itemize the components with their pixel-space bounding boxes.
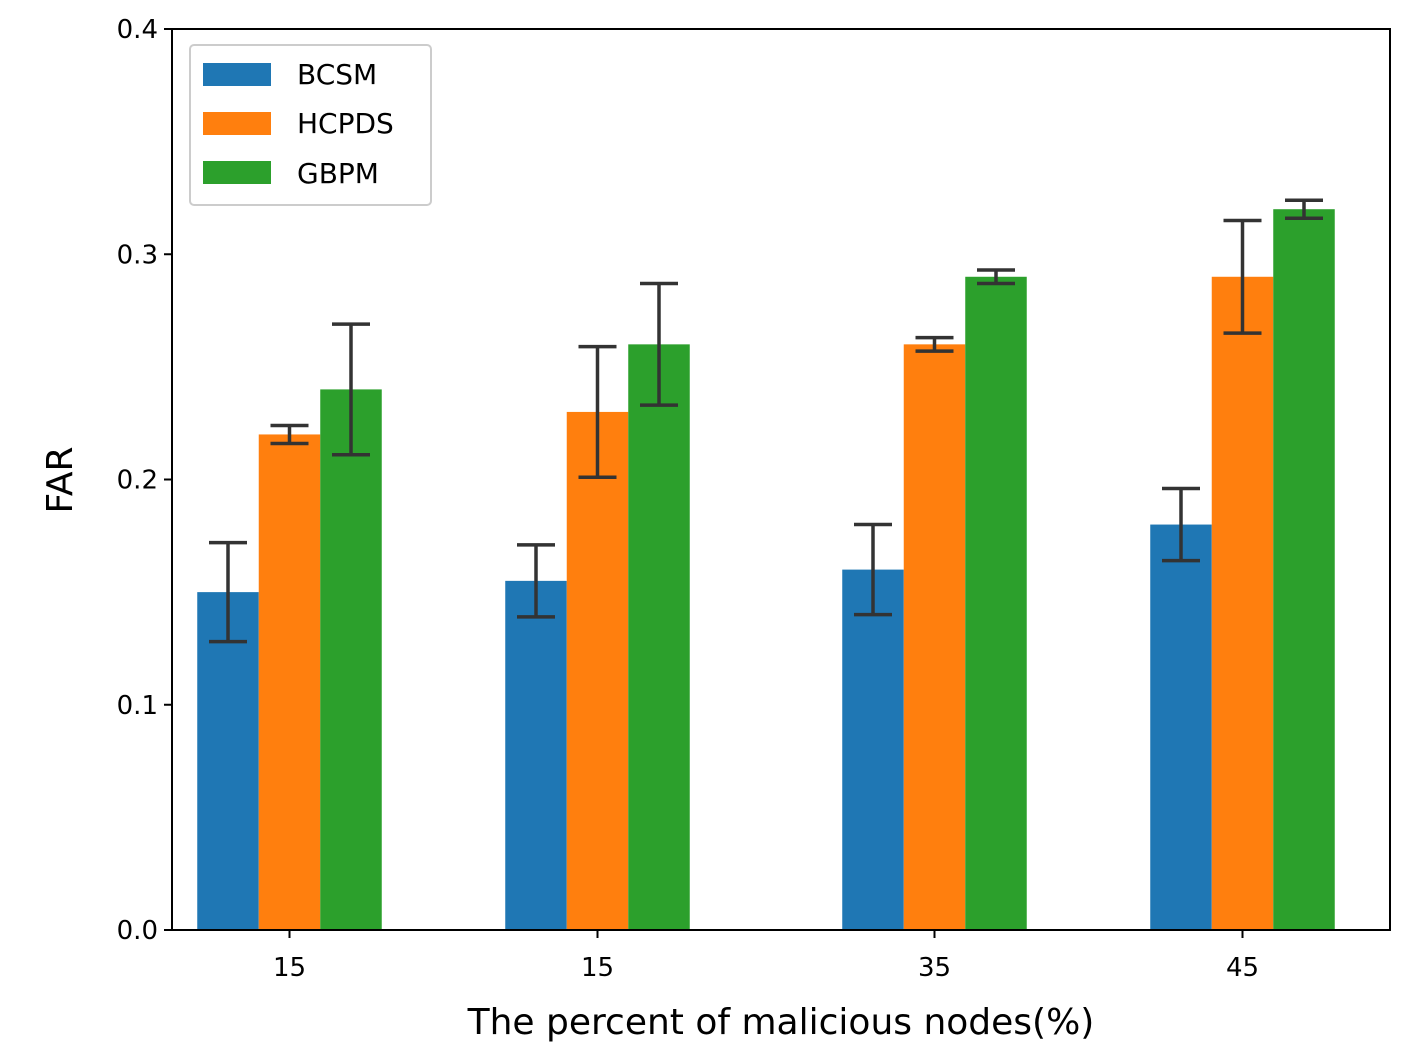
x-axis-title: The percent of malicious nodes(%) [467,1002,1095,1043]
bar-gbpm-1 [320,389,382,930]
error-bar-bcsm-2 [517,543,555,619]
legend: BCSM HCPDS GBPM [189,44,432,206]
bar-gbpm-3 [965,276,1027,930]
error-bar-gbpm-2 [640,281,678,407]
y-axis-title: FAR [40,446,81,513]
legend-swatch-bcsm [203,63,271,86]
bars-layer [197,209,1335,931]
legend-label-hcpds: HCPDS [297,107,394,140]
bar-hcpds-2 [566,411,629,930]
bar-bcsm-3 [842,569,904,930]
error-bar-gbpm-4 [1285,198,1323,220]
bar-gbpm-4 [1273,209,1335,930]
y-tick-label: 0.4 [117,15,158,45]
y-tick-label: 0.2 [117,466,158,496]
bar-gbpm-2 [628,344,690,931]
bar-bcsm-4 [1150,524,1212,930]
y-tick-label: 0.3 [117,240,158,270]
bar-hcpds-1 [258,434,321,930]
x-tick-label: 15 [273,953,306,983]
y-tick-label: 0.1 [117,691,158,721]
legend-swatch-hcpds [203,112,271,135]
error-bar-hcpds-4 [1223,218,1262,335]
legend-label-gbpm: GBPM [297,157,379,190]
x-axis: 15 15 35 45 [273,930,1259,983]
x-tick-label: 35 [918,953,951,983]
error-bar-hcpds-2 [578,344,617,479]
error-bar-gbpm-1 [332,322,370,457]
error-bar-bcsm-3 [854,522,892,617]
x-tick-label: 45 [1226,953,1259,983]
legend-label-bcsm: BCSM [297,58,377,91]
error-bar-hcpds-3 [915,335,954,353]
error-bar-gbpm-3 [977,268,1015,286]
error-bar-bcsm-1 [209,540,247,644]
bar-hcpds-3 [903,344,966,931]
error-bars-layer [209,198,1323,644]
bar-bcsm-1 [197,592,259,930]
error-bar-bcsm-4 [1162,486,1200,563]
y-axis: 0.0 0.1 0.2 0.3 0.4 [117,15,172,946]
y-tick-label: 0.0 [117,916,158,946]
x-tick-label: 15 [581,953,614,983]
bar-hcpds-4 [1211,276,1274,930]
error-bar-hcpds-1 [270,423,309,446]
legend-swatch-gbpm [203,161,271,184]
bar-bcsm-2 [505,580,567,930]
